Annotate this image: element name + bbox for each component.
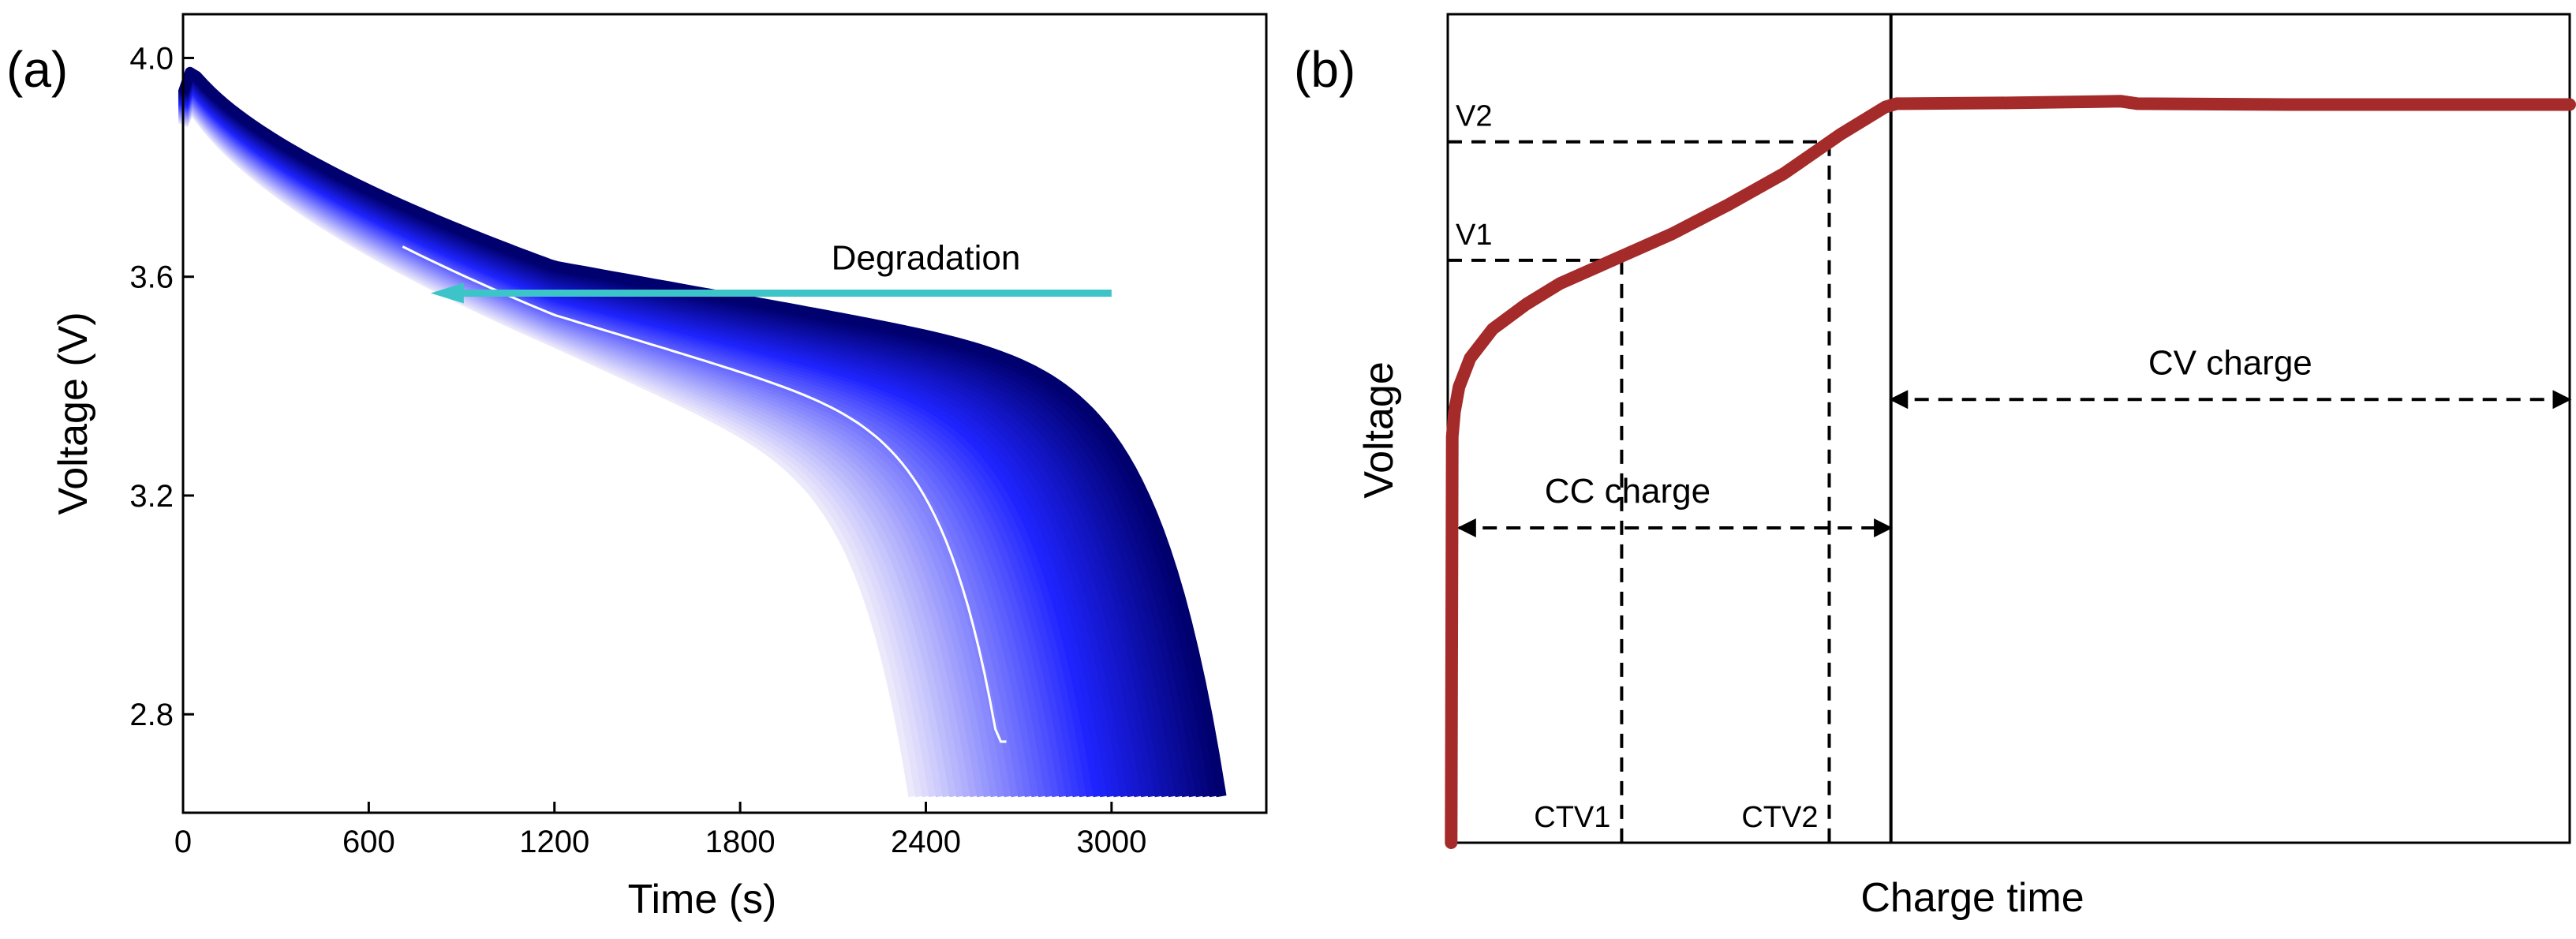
degradation-label: Degradation: [832, 239, 1021, 278]
panel-b-label: (b): [1294, 41, 1355, 98]
panel-a-x-tick-label: 3000: [1076, 825, 1146, 859]
voltage-marker-label: V2: [1456, 100, 1492, 133]
panel-a: (a) Degradation 0 600 1200 1800 2400 3000 2.8…: [6, 13, 1268, 922]
panel-b-x-axis-title: Charge time: [1860, 875, 2084, 921]
panel-b-frame: [1446, 13, 2571, 844]
panel-a-frame: [181, 13, 1268, 814]
panel-b: (b) V1 V2 CTV1 CTV2 CC charge CV charge Charg…: [1294, 13, 2576, 921]
panel-a-x-axis-title: Time (s): [628, 877, 777, 922]
time-marker-label: CTV1: [1534, 801, 1610, 834]
panel-a-label: (a): [6, 41, 68, 98]
cv-charge-label: CV charge: [2148, 343, 2312, 382]
panel-a-y-axis-title: Voltage (V): [50, 312, 96, 514]
panel-a-x-tick-label: 2400: [891, 825, 961, 859]
panel-a-x-ticks: 0 600 1200 1800 2400 3000: [174, 802, 1146, 859]
panel-a-x-tick-label: 0: [174, 825, 192, 859]
panel-a-y-tick-label: 3.2: [129, 479, 174, 514]
panel-a-y-ticks: 2.8 3.2 3.6 4.0: [129, 41, 194, 732]
panel-b-guides: [1448, 14, 2572, 843]
panel-b-marker-labels: V1 V2 CTV1 CTV2 CC charge CV charge: [1456, 100, 2312, 834]
cc-charge-label: CC charge: [1545, 472, 1710, 511]
panel-a-x-tick-label: 1800: [705, 825, 776, 859]
charge-voltage-curve: [1445, 95, 2576, 849]
panel-b-y-axis-title: Voltage: [1356, 361, 1402, 499]
panel-a-x-tick-label: 600: [342, 825, 395, 859]
time-marker-label: CTV2: [1741, 801, 1818, 834]
panel-a-y-tick-label: 4.0: [129, 41, 174, 76]
panel-a-y-tick-label: 2.8: [129, 698, 174, 732]
degradation-arrow-head: [430, 282, 464, 304]
panel-a-curves: [178, 66, 1227, 798]
panel-a-y-tick-label: 3.6: [129, 260, 174, 295]
degradation-arrow: [430, 282, 1112, 304]
voltage-marker-label: V1: [1456, 219, 1492, 252]
panel-a-x-tick-label: 1200: [519, 825, 589, 859]
